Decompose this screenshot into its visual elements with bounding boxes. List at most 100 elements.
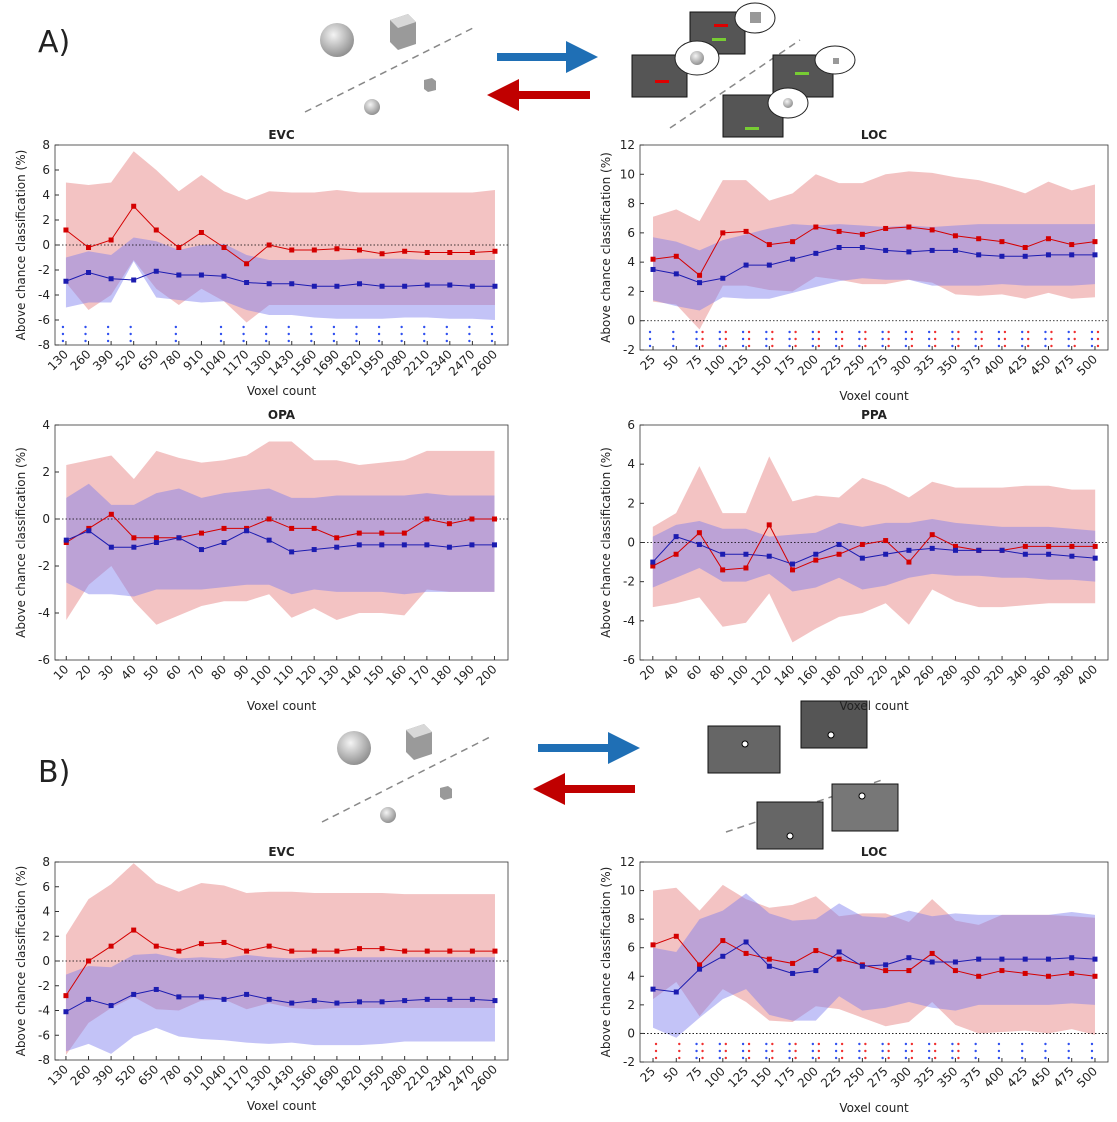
x-tick-label: 200 bbox=[795, 352, 821, 378]
data-point bbox=[425, 250, 430, 255]
x-tick-label: 325 bbox=[911, 1064, 937, 1090]
data-point bbox=[357, 542, 362, 547]
x-tick-label: 2600 bbox=[469, 347, 500, 378]
significance-dot bbox=[446, 326, 448, 328]
data-point bbox=[154, 987, 159, 992]
x-tick-label: 180 bbox=[428, 662, 454, 688]
x-tick-label: 10 bbox=[51, 662, 72, 683]
x-tick-label: 25 bbox=[637, 352, 658, 373]
data-point bbox=[1093, 544, 1098, 549]
y-tick-label: 8 bbox=[627, 912, 635, 926]
y-tick-label: -6 bbox=[38, 313, 50, 327]
y-tick-label: 2 bbox=[42, 213, 50, 227]
significance-dot bbox=[400, 333, 402, 335]
x-tick-label: 20 bbox=[73, 662, 94, 683]
significance-dot bbox=[858, 1050, 860, 1052]
significance-dot bbox=[841, 345, 843, 347]
significance-dot bbox=[864, 345, 866, 347]
y-tick-label: 0 bbox=[42, 512, 50, 526]
significance-dot bbox=[794, 1050, 796, 1052]
significance-dot bbox=[951, 345, 953, 347]
significance-dot bbox=[905, 1057, 907, 1059]
y-tick-label: -6 bbox=[38, 1028, 50, 1042]
data-point bbox=[790, 562, 795, 567]
x-tick-label: 350 bbox=[934, 1064, 960, 1090]
significance-dot bbox=[1091, 338, 1093, 340]
significance-dot bbox=[468, 333, 470, 335]
significance-dot bbox=[905, 345, 907, 347]
data-point bbox=[1023, 971, 1028, 976]
y-tick-label: 2 bbox=[42, 465, 50, 479]
x-tick-label: 425 bbox=[1004, 1064, 1030, 1090]
data-point bbox=[1092, 974, 1097, 979]
x-tick-label: 150 bbox=[361, 662, 387, 688]
significance-dot bbox=[928, 1050, 930, 1052]
chart-title: PPA bbox=[861, 408, 887, 422]
data-point bbox=[999, 254, 1004, 259]
significance-dot bbox=[695, 1057, 697, 1059]
significance-dot bbox=[998, 1043, 1000, 1045]
significance-dot bbox=[1068, 345, 1070, 347]
y-tick-label: 6 bbox=[42, 163, 50, 177]
x-tick-label: 425 bbox=[1004, 352, 1030, 378]
data-point bbox=[651, 987, 656, 992]
data-point bbox=[267, 997, 272, 1002]
significance-dot bbox=[812, 345, 814, 347]
significance-dot bbox=[881, 1057, 883, 1059]
data-point bbox=[199, 230, 204, 235]
significance-dot bbox=[175, 333, 177, 335]
significance-dot bbox=[129, 333, 131, 335]
significance-dot bbox=[719, 338, 721, 340]
x-tick-label: 280 bbox=[935, 662, 961, 688]
significance-dot bbox=[1050, 345, 1052, 347]
x-axis-label: Voxel count bbox=[247, 1099, 317, 1113]
x-tick-label: 150 bbox=[748, 1064, 774, 1090]
significance-dot bbox=[1021, 1043, 1023, 1045]
significance-dot bbox=[957, 1050, 959, 1052]
y-tick-label: 4 bbox=[42, 188, 50, 202]
data-point bbox=[674, 990, 679, 995]
data-point bbox=[469, 517, 474, 522]
significance-dot bbox=[841, 1043, 843, 1045]
data-point bbox=[131, 278, 136, 283]
significance-dot bbox=[695, 345, 697, 347]
significance-dot bbox=[1044, 338, 1046, 340]
y-tick-label: 4 bbox=[42, 905, 50, 919]
x-tick-label: 50 bbox=[661, 1064, 682, 1085]
significance-dot bbox=[928, 338, 930, 340]
data-point bbox=[976, 252, 981, 257]
significance-dot bbox=[725, 1043, 727, 1045]
illustration bbox=[322, 701, 898, 849]
significance-dot bbox=[748, 1043, 750, 1045]
data-point bbox=[999, 239, 1004, 244]
data-point bbox=[976, 548, 981, 553]
data-point bbox=[1046, 957, 1051, 962]
significance-dot bbox=[649, 338, 651, 340]
significance-dot bbox=[1021, 338, 1023, 340]
y-tick-label: -2 bbox=[38, 979, 50, 993]
data-point bbox=[402, 531, 407, 536]
data-point bbox=[837, 552, 842, 557]
x-axis-label: Voxel count bbox=[839, 699, 909, 713]
data-point bbox=[1069, 252, 1074, 257]
data-point bbox=[1023, 544, 1028, 549]
y-tick-label: 8 bbox=[42, 138, 50, 152]
significance-dot bbox=[951, 1050, 953, 1052]
x-tick-label: 40 bbox=[118, 662, 139, 683]
x-tick-label: 375 bbox=[958, 352, 984, 378]
data-point bbox=[767, 957, 772, 962]
significance-dot bbox=[719, 1057, 721, 1059]
significance-dot bbox=[812, 1043, 814, 1045]
significance-dot bbox=[446, 340, 448, 342]
significance-dot bbox=[748, 1057, 750, 1059]
data-point bbox=[813, 948, 818, 953]
data-point bbox=[1069, 544, 1074, 549]
x-tick-label: 120 bbox=[748, 662, 774, 688]
significance-dot bbox=[858, 338, 860, 340]
x-tick-label: 50 bbox=[661, 352, 682, 373]
significance-dot bbox=[812, 1050, 814, 1052]
significance-dot bbox=[864, 338, 866, 340]
significance-dot bbox=[934, 1050, 936, 1052]
x-tick-label: 520 bbox=[113, 1062, 139, 1088]
data-point bbox=[357, 946, 362, 951]
